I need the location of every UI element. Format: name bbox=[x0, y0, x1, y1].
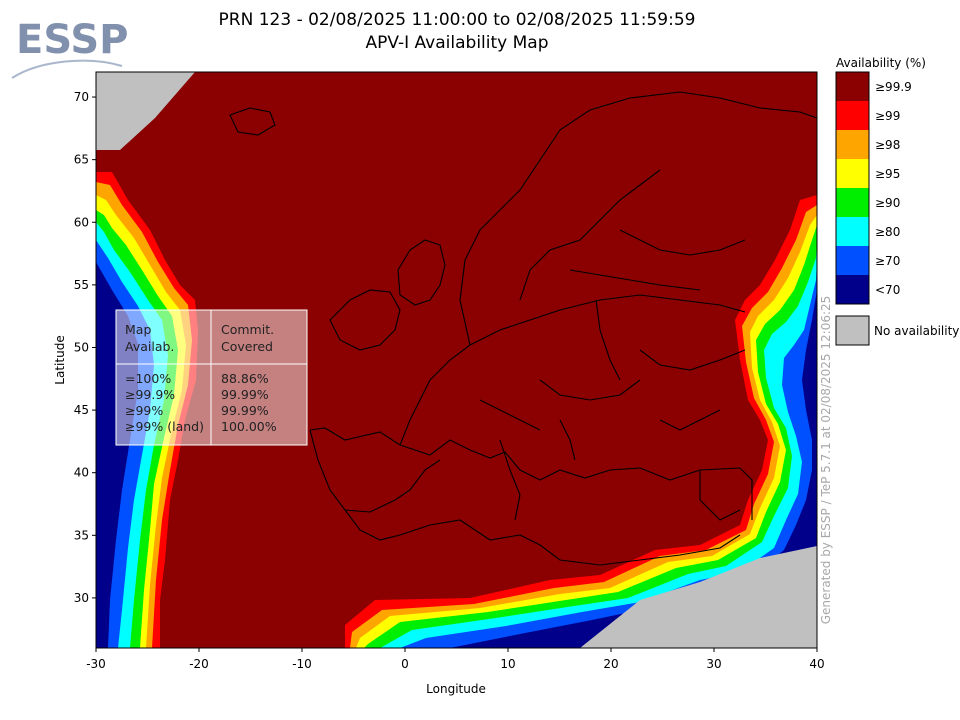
chart-subtitle: APV-I Availability Map bbox=[365, 33, 548, 53]
essp-logo: ESSP bbox=[11, 17, 128, 79]
legend-swatch bbox=[836, 188, 869, 217]
table-row-covered: 100.00% bbox=[221, 419, 277, 434]
y-tick-label: 30 bbox=[74, 591, 89, 605]
x-axis-ticks: -30 -20 -10 0 10 20 30 40 bbox=[86, 648, 825, 671]
y-tick-label: 45 bbox=[74, 403, 89, 417]
east-edge-gradient bbox=[345, 195, 817, 648]
x-tick-label: 0 bbox=[401, 657, 409, 671]
legend-swatch bbox=[836, 101, 869, 130]
legend-label: ≥98 bbox=[875, 138, 900, 152]
x-tick-label: -20 bbox=[189, 657, 209, 671]
y-tick-label: 70 bbox=[74, 90, 89, 104]
x-tick-label: 20 bbox=[603, 657, 618, 671]
table-row-level: ≥99% (land) bbox=[125, 419, 204, 434]
y-tick-label: 50 bbox=[74, 340, 89, 354]
legend-swatch bbox=[836, 72, 869, 101]
legend-label: ≥80 bbox=[875, 225, 900, 239]
legend-swatch bbox=[836, 159, 869, 188]
table-row-level: ≥99.9% bbox=[125, 387, 175, 402]
table-header-map: Map bbox=[125, 322, 151, 337]
y-tick-label: 55 bbox=[74, 278, 89, 292]
table-row-covered: 99.99% bbox=[221, 387, 269, 402]
table-header-availab: Availab. bbox=[125, 339, 174, 354]
y-axis-ticks: 30 35 40 45 50 55 60 65 70 bbox=[74, 90, 96, 605]
generated-credit: Generated by ESSP / TeP 5.7.1 at 02/08/2… bbox=[819, 296, 833, 625]
table-row-level: ≥99% bbox=[125, 403, 163, 418]
x-tick-label: -30 bbox=[86, 657, 106, 671]
legend-label: ≥70 bbox=[875, 254, 900, 268]
y-axis-label: Latitude bbox=[53, 335, 67, 384]
legend-label: ≥95 bbox=[875, 167, 900, 181]
coastlines bbox=[229, 91, 818, 566]
table-row-covered: 88.86% bbox=[221, 371, 269, 386]
legend-title: Availability (%) bbox=[836, 56, 926, 70]
legend-swatch bbox=[836, 130, 869, 159]
legend-items: ≥99.9 ≥99 ≥98 ≥95 ≥90 ≥80 ≥70 <70 bbox=[835, 71, 912, 305]
legend-label: ≥99 bbox=[875, 109, 900, 123]
x-axis-label: Longitude bbox=[426, 682, 486, 696]
y-tick-label: 65 bbox=[74, 153, 89, 167]
legend-label: ≥99.9 bbox=[875, 80, 912, 94]
legend-frame bbox=[835, 71, 870, 305]
y-tick-label: 35 bbox=[74, 528, 89, 542]
table-row-level: =100% bbox=[125, 371, 171, 386]
legend-label: <70 bbox=[875, 283, 900, 297]
legend-no-availability-swatch bbox=[835, 315, 870, 346]
table-header-covered: Covered bbox=[221, 339, 273, 354]
chart-title: PRN 123 - 02/08/2025 11:00:00 to 02/08/2… bbox=[219, 10, 696, 30]
x-tick-label: 40 bbox=[809, 657, 824, 671]
legend-swatch bbox=[836, 217, 869, 246]
y-tick-label: 60 bbox=[74, 215, 89, 229]
table-header-commit: Commit. bbox=[221, 322, 274, 337]
legend-swatch bbox=[836, 246, 869, 275]
stats-table: Map Availab. Commit. Covered =100% 88.86… bbox=[115, 309, 308, 446]
table-row-covered: 99.99% bbox=[221, 403, 269, 418]
x-tick-label: 30 bbox=[706, 657, 721, 671]
legend-swatch bbox=[836, 275, 869, 304]
plot-frame bbox=[95, 71, 818, 649]
x-tick-label: 10 bbox=[500, 657, 515, 671]
x-tick-label: -10 bbox=[292, 657, 312, 671]
legend-label: ≥90 bbox=[875, 196, 900, 210]
logo-text: ESSP bbox=[16, 17, 128, 63]
y-tick-label: 40 bbox=[74, 466, 89, 480]
legend-no-availability-label: No availability bbox=[874, 324, 959, 338]
legend: Availability (%) ≥99.9 ≥99 ≥98 ≥95 ≥90 ≥80 ≥70… bbox=[835, 56, 959, 346]
